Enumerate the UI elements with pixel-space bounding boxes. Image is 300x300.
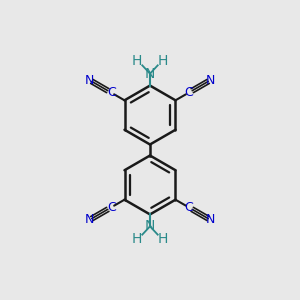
Text: C: C [107, 86, 116, 100]
Text: N: N [85, 213, 94, 226]
Text: H: H [158, 54, 168, 68]
Text: N: N [206, 213, 215, 226]
Text: C: C [184, 200, 193, 214]
Text: C: C [184, 86, 193, 100]
Text: C: C [107, 200, 116, 214]
Text: H: H [132, 54, 142, 68]
Text: N: N [85, 74, 94, 87]
Text: N: N [206, 74, 215, 87]
Text: H: H [158, 232, 168, 246]
Text: N: N [145, 219, 155, 233]
Text: H: H [132, 232, 142, 246]
Text: N: N [145, 67, 155, 81]
